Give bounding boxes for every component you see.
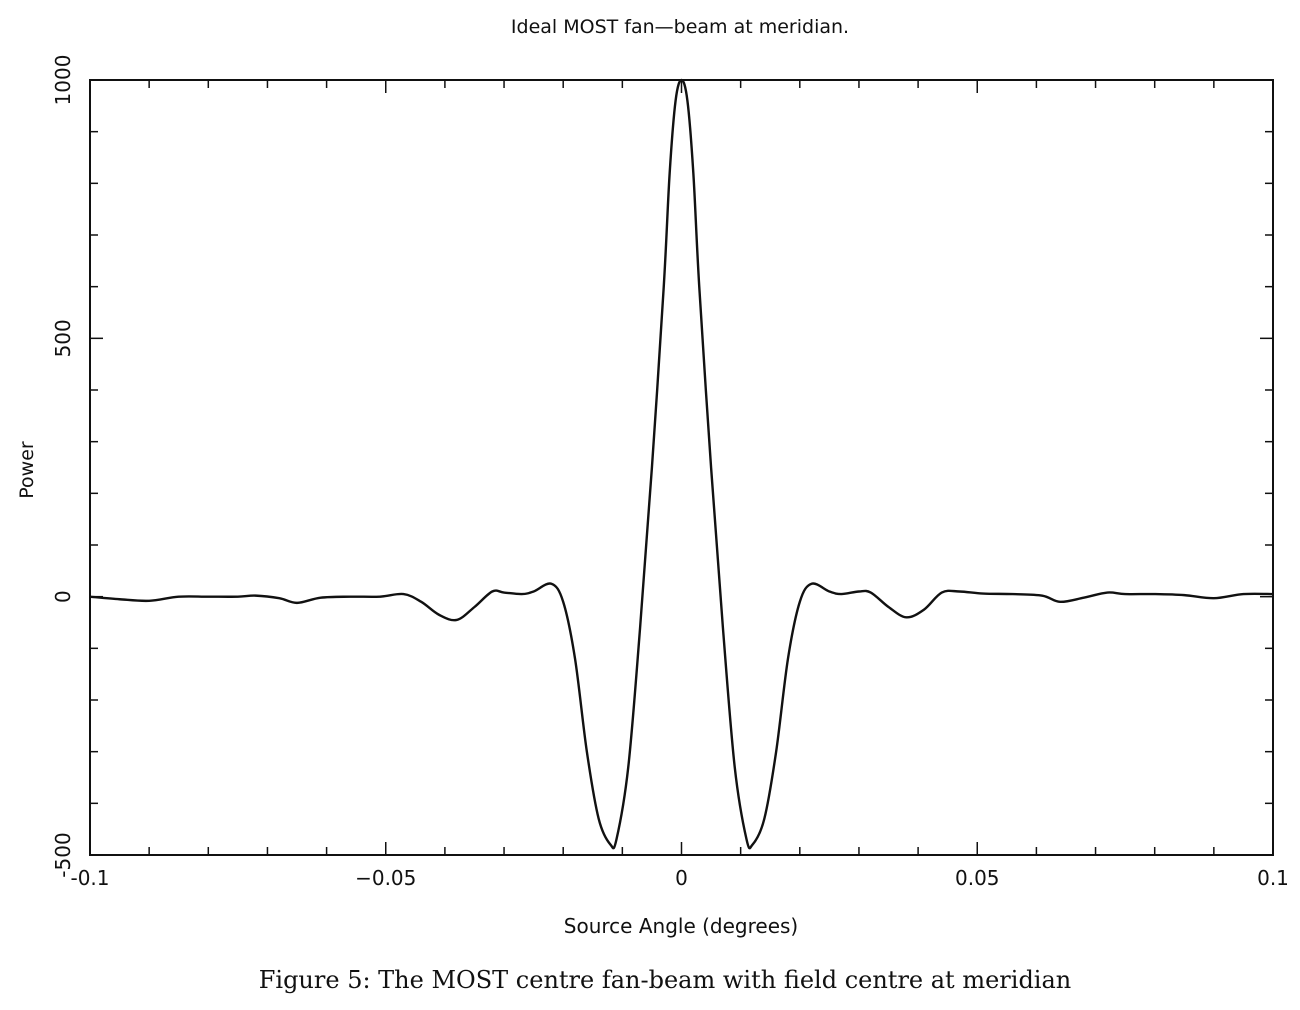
x-tick-label: 0.05 xyxy=(955,866,1000,890)
tick-labels: -0.1 −0.05 0 0.05 0.1 -500 0 500 1000 xyxy=(51,55,1289,890)
figure-caption: Figure 5: The MOST centre fan-beam with … xyxy=(259,966,1072,994)
x-tick-label: 0.1 xyxy=(1257,866,1289,890)
x-axis-label: Source Angle (degrees) xyxy=(564,914,798,938)
tick-marks xyxy=(89,79,1274,856)
y-tick-label: 1000 xyxy=(51,55,75,106)
y-axis-label: Power xyxy=(16,441,38,499)
x-tick-label: -0.1 xyxy=(70,866,109,890)
plot-frame xyxy=(89,79,1274,856)
y-tick-label: 0 xyxy=(51,590,75,603)
x-tick-label: 0 xyxy=(675,866,688,890)
chart-title: Ideal MOST fan—beam at meridian. xyxy=(511,16,849,38)
y-tick-label: 500 xyxy=(51,319,75,357)
x-tick-label: −0.05 xyxy=(355,866,416,890)
series-line-power xyxy=(89,78,1274,850)
y-tick-label: -500 xyxy=(51,832,75,877)
